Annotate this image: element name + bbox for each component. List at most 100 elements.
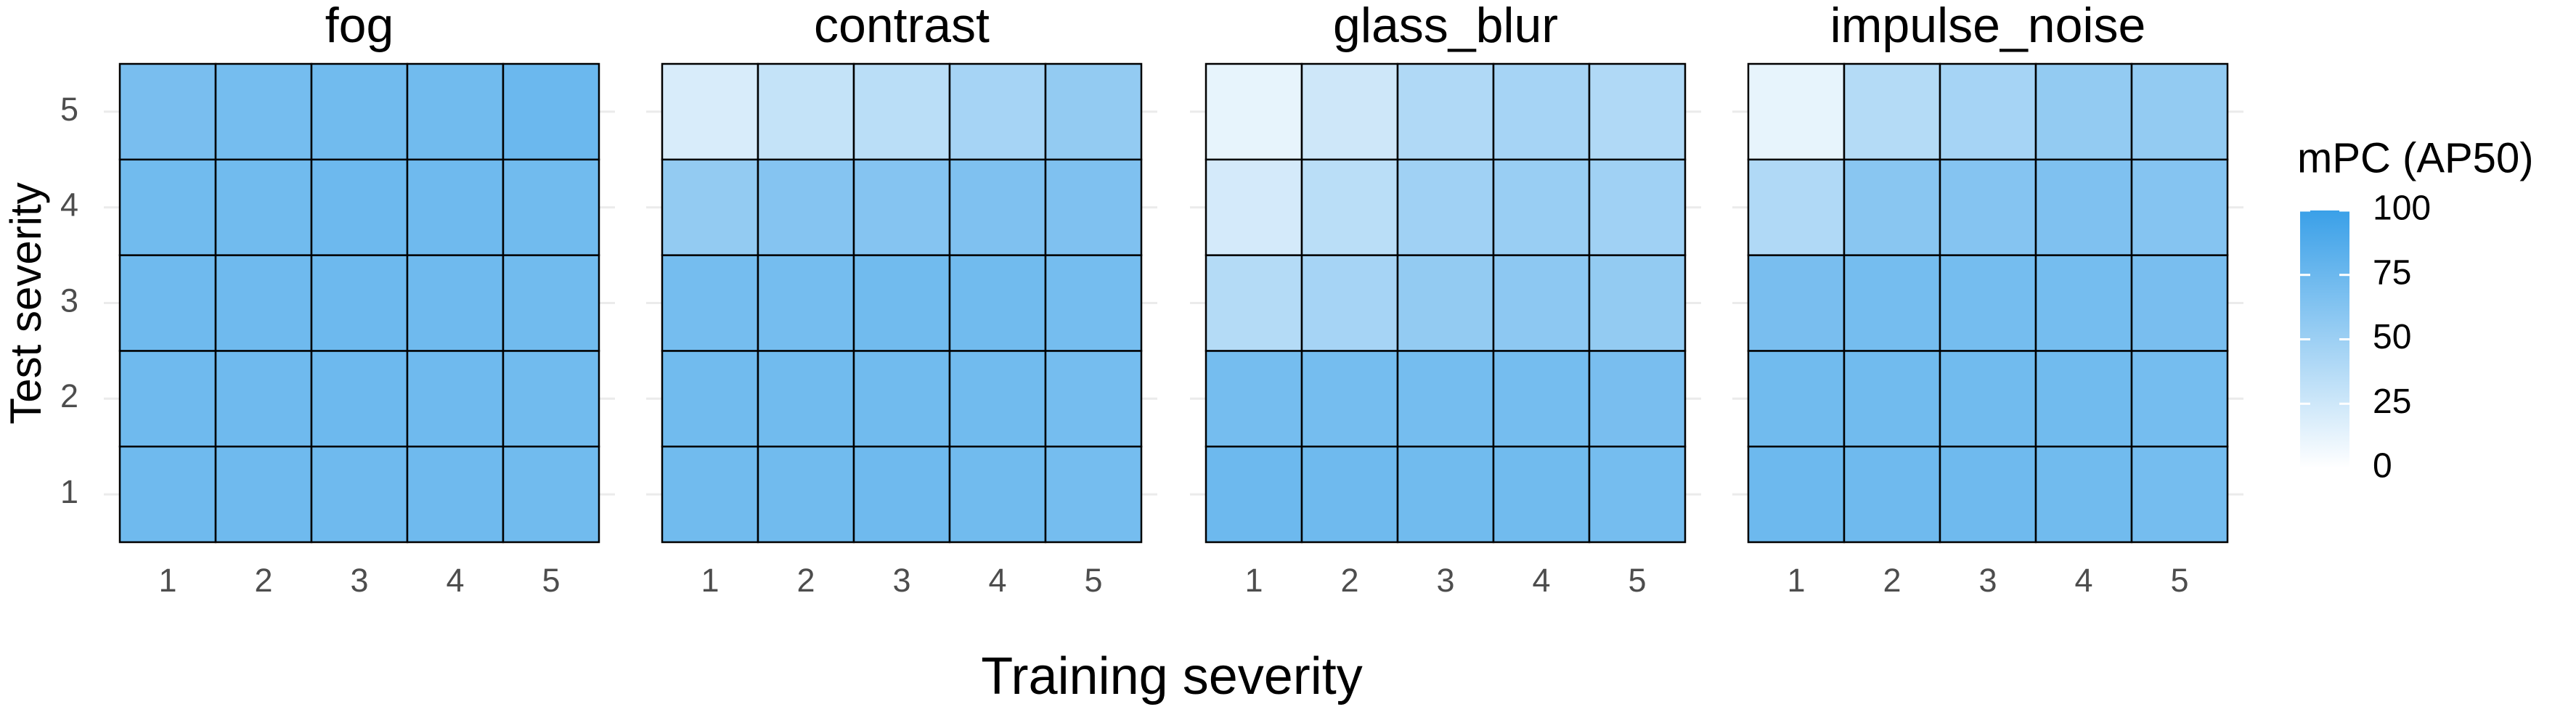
heatmap-cell xyxy=(1205,62,1303,161)
colorbar-tick-label: 25 xyxy=(2373,382,2411,421)
heatmap-cell xyxy=(1747,350,1846,448)
x-axis-label: Training severity xyxy=(981,647,1363,705)
heatmap-cell xyxy=(1588,445,1687,544)
heatmap-cell xyxy=(757,350,855,448)
heatmap-cell xyxy=(214,350,313,448)
x-tick-label: 5 xyxy=(1084,562,1102,599)
heatmap-cell xyxy=(2130,254,2229,352)
heatmap-cell xyxy=(214,62,313,161)
heatmap-cell xyxy=(1939,62,2037,161)
colorbar-tick-label: 50 xyxy=(2373,318,2411,356)
heatmap-cell xyxy=(1747,445,1846,544)
heatmap-cell xyxy=(661,350,759,448)
heatmap-cell xyxy=(852,254,951,352)
heatmap-cell xyxy=(1492,158,1591,256)
heatmap-cell xyxy=(310,254,409,352)
heatmap-cell xyxy=(852,158,951,256)
heatmap-cell xyxy=(406,445,505,544)
heatmap-cell xyxy=(1492,254,1591,352)
heatmap-cell xyxy=(2130,62,2229,161)
x-tick-label: 1 xyxy=(158,562,176,599)
x-tick-label: 5 xyxy=(1628,562,1646,599)
x-tick-label: 5 xyxy=(542,562,560,599)
heatmap-cell xyxy=(1843,350,1941,448)
heatmap-cell xyxy=(757,254,855,352)
heatmap-cell xyxy=(1205,158,1303,256)
heatmap-cell xyxy=(1205,445,1303,544)
heatmap-cell xyxy=(118,350,217,448)
heatmap-cell xyxy=(1939,254,2037,352)
heatmap-cell xyxy=(1044,158,1143,256)
heatmap-cell xyxy=(852,445,951,544)
heatmap-cell xyxy=(757,62,855,161)
heatmap-cell xyxy=(214,254,313,352)
x-tick-label: 2 xyxy=(1340,562,1358,599)
heatmap-cell xyxy=(1300,158,1399,256)
colorbar-tick-label: 75 xyxy=(2373,253,2411,292)
heatmap-cell xyxy=(757,158,855,256)
heatmap-cell xyxy=(2034,254,2133,352)
x-tick-label: 3 xyxy=(350,562,368,599)
heatmap-cell xyxy=(1044,254,1143,352)
heatmap-cell xyxy=(1588,158,1687,256)
heatmap-cell xyxy=(406,350,505,448)
heatmap-cell xyxy=(948,445,1047,544)
x-tick-label: 2 xyxy=(1883,562,1901,599)
heatmap-cell xyxy=(2130,158,2229,256)
heatmap-cell xyxy=(502,158,600,256)
heatmap-cell xyxy=(214,158,313,256)
heatmap-cell xyxy=(1300,62,1399,161)
heatmap-cell xyxy=(1747,158,1846,256)
panel-title: glass_blur xyxy=(1333,0,1558,53)
y-tick-label: 5 xyxy=(60,91,78,128)
y-axis-label: Test severity xyxy=(1,182,50,424)
heatmap-cell xyxy=(1588,350,1687,448)
heatmap-cell xyxy=(406,158,505,256)
heatmap-cell xyxy=(118,254,217,352)
heatmap-cell xyxy=(1396,254,1495,352)
heatmap-cell xyxy=(948,62,1047,161)
heatmap-cell xyxy=(1588,254,1687,352)
heatmap-cell xyxy=(1939,445,2037,544)
heatmap-cell xyxy=(1300,445,1399,544)
panel-title: impulse_noise xyxy=(1830,0,2146,53)
heatmap-cell xyxy=(406,254,505,352)
heatmap-cell xyxy=(1300,350,1399,448)
heatmap-cell xyxy=(2130,445,2229,544)
heatmap-cell xyxy=(661,445,759,544)
heatmap-cell xyxy=(1205,350,1303,448)
heatmap-cell xyxy=(1396,62,1495,161)
heatmap-cell xyxy=(2034,158,2133,256)
heatmap-cell xyxy=(948,350,1047,448)
heatmap-cell xyxy=(1747,254,1846,352)
heatmap-cell xyxy=(118,445,217,544)
heatmap-cell xyxy=(310,62,409,161)
y-tick-label: 2 xyxy=(60,377,78,414)
heatmap-cell xyxy=(310,445,409,544)
y-tick-label: 3 xyxy=(60,282,78,319)
heatmap-cell xyxy=(502,254,600,352)
y-tick-label: 4 xyxy=(60,187,78,224)
heatmap-cell xyxy=(852,350,951,448)
heatmap-cell xyxy=(2034,350,2133,448)
panel-title: contrast xyxy=(814,0,990,53)
heatmap-cell xyxy=(852,62,951,161)
heatmap-cell xyxy=(1588,62,1687,161)
heatmap-cell xyxy=(214,445,313,544)
heatmap-cell xyxy=(1492,445,1591,544)
heatmap-cell xyxy=(1492,350,1591,448)
heatmap-cell xyxy=(310,158,409,256)
heatmap-cell xyxy=(1044,62,1143,161)
heatmap-cell xyxy=(118,62,217,161)
heatmap-cell xyxy=(661,158,759,256)
colorbar-tick-label: 0 xyxy=(2373,447,2392,486)
heatmap-cell xyxy=(1396,350,1495,448)
x-tick-label: 4 xyxy=(2074,562,2092,599)
x-tick-label: 4 xyxy=(988,562,1006,599)
y-tick-label: 1 xyxy=(60,473,78,510)
x-tick-label: 4 xyxy=(1532,562,1550,599)
heatmap-cell xyxy=(406,62,505,161)
x-tick-label: 1 xyxy=(701,562,719,599)
